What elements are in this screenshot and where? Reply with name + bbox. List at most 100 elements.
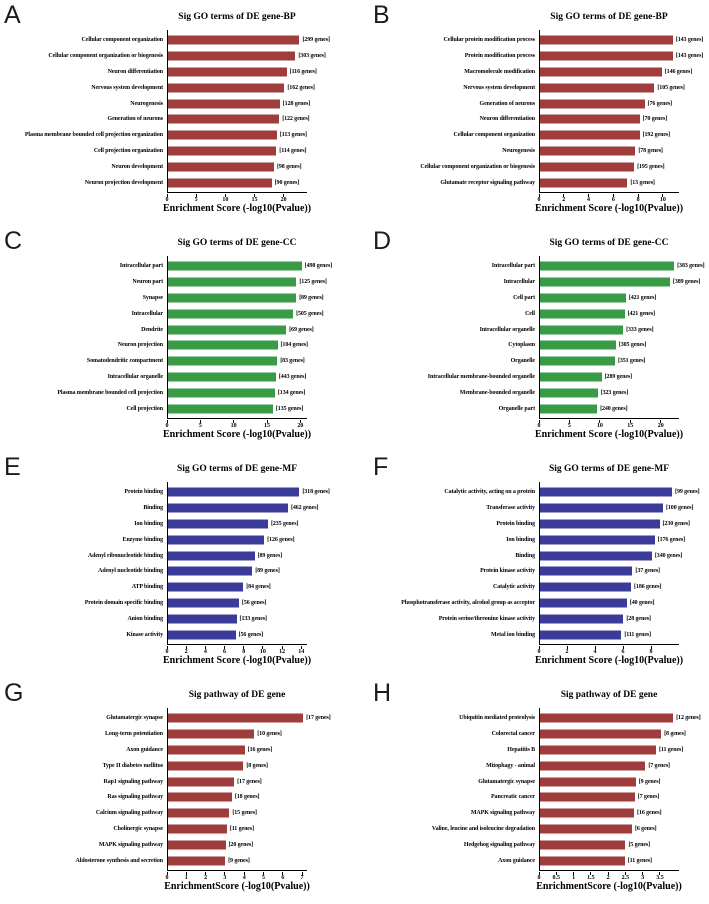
bar-row: MAPK signaling pathway [20 genes] [99, 837, 307, 853]
category-label: Nervous system development [463, 84, 535, 91]
category-label: Ion binding [134, 520, 163, 527]
category-label: Protein binding [124, 488, 163, 495]
tick-mark [205, 871, 207, 875]
bar-row: Cellular component organization [299 gene… [82, 32, 330, 48]
gene-count-label: [78 genes] [638, 148, 663, 155]
tick-mark [233, 419, 235, 423]
gene-count-label: [13 genes] [630, 180, 655, 187]
bar-row: Type II diabetes mellitus [8 genes] [102, 758, 307, 774]
bar [540, 808, 635, 818]
bar-row: Neuron development [98 genes] [111, 159, 307, 175]
category-label: Intracellular organelle [107, 374, 164, 381]
category-label: Macromolecule modification [464, 68, 535, 75]
bar-row: Protein kinase activity [37 genes] [480, 564, 679, 580]
bar-rows: Catalytic activity, acting on a protein [… [401, 484, 700, 643]
gene-count-label: [56 genes] [238, 632, 264, 639]
bar-rows: Cellular component organization [299 gene… [25, 32, 330, 191]
bar [540, 372, 602, 382]
gene-count-label: [230 genes] [662, 520, 691, 527]
chart-title: Sig GO terms of DE gene-BP [178, 12, 296, 22]
category-label: Protein domain specific binding [84, 600, 163, 607]
bar-row: Organelle [351 genes] [511, 353, 679, 369]
tick-label: 6 [611, 197, 615, 203]
tick-label: 0 [165, 197, 169, 203]
category-label: Intracellular part [119, 262, 163, 269]
bar-row: Glutamate receptor signaling pathway [13 … [440, 175, 679, 191]
category-label: Mitophagy - animal [486, 762, 535, 769]
gene-count-label: [7 genes] [648, 762, 670, 769]
gene-count-label: [240 genes] [600, 406, 628, 413]
bar [540, 598, 627, 608]
tick-mark [594, 645, 596, 649]
bar [540, 388, 598, 398]
gene-count-label: [462 genes] [290, 504, 319, 511]
bar-row: Ion binding [176 genes] [506, 532, 685, 548]
bar-row: Intracellular organelle [333 genes] [480, 322, 679, 338]
gene-count-label: [143 genes] [675, 52, 704, 59]
tick-label: 3 [223, 875, 227, 881]
tick-mark [204, 645, 206, 649]
bar [540, 792, 635, 802]
category-label: Protein kinase activity [480, 568, 535, 575]
panel-letter: G [4, 679, 24, 707]
tick-label: 20 [297, 423, 304, 429]
bar [168, 535, 265, 545]
bar-row: ATP binding [84 genes] [132, 579, 307, 595]
panel-letter: E [4, 453, 21, 481]
chart-title: Sig GO terms of DE gene-CC [549, 238, 669, 248]
bar [168, 99, 280, 109]
tick-label: 2 [565, 649, 569, 655]
bar [168, 404, 273, 414]
panel-f: F Sig GO terms of DE gene-MF Catalytic a… [355, 452, 709, 678]
tick-label: 1.5 [587, 875, 595, 881]
category-label: Protein binding [496, 520, 535, 527]
gene-count-label: [18 genes] [234, 794, 260, 801]
bar-row: Rap1 signaling pathway [17 genes] [104, 774, 307, 790]
bar [540, 840, 626, 850]
gene-count-label: [8 genes] [664, 730, 686, 737]
bar [168, 808, 230, 818]
bar-row: Protein serine/threonine kinase activity… [439, 611, 679, 627]
gene-count-label: [5 genes] [628, 842, 651, 849]
bar-row: Cellular component organization or bioge… [48, 48, 326, 64]
category-label: Cytoplasm [508, 342, 535, 349]
tick-mark [612, 193, 614, 197]
bar-row: Neuron projection development [90 genes] [85, 175, 307, 191]
tick-mark [555, 871, 557, 875]
bar-row: Binding [462 genes] [143, 500, 318, 516]
category-label: Generation of neurons [107, 116, 164, 123]
category-label: Neuron projection development [84, 180, 163, 187]
bar-row: Nervous system development [162 genes] [91, 80, 315, 96]
gene-count-label: [389 genes] [672, 278, 701, 285]
bar [540, 729, 662, 739]
bar-row: Intracellular part [498 genes] [120, 258, 332, 274]
tick-mark [243, 871, 245, 875]
gene-count-label: [134 genes] [277, 390, 306, 397]
bar [540, 503, 663, 513]
tick-mark [566, 645, 568, 649]
tick-label: 6 [621, 649, 625, 655]
bar [540, 261, 675, 271]
tick-mark [263, 871, 265, 875]
tick-label: 10 [222, 197, 229, 203]
category-label: Axon guidance [498, 858, 535, 865]
gene-count-label: [333 genes] [626, 326, 654, 333]
bar-row: Kinase activity [56 genes] [126, 627, 307, 643]
tick-label: 4 [587, 197, 591, 203]
bar [168, 309, 294, 319]
tick-mark [185, 645, 187, 649]
tick-mark [243, 645, 245, 649]
bar [540, 114, 640, 124]
bar-row: Ion binding [235 genes] [134, 516, 307, 532]
tick-mark [254, 193, 255, 197]
tick-mark [195, 193, 197, 197]
bar-row: Generation of neurons [76 genes] [480, 96, 679, 112]
bar [168, 388, 275, 398]
tick-mark [590, 871, 592, 875]
bar-row: Intracellular membrane-bounded organelle… [428, 369, 679, 385]
category-label: Kinase activity [126, 632, 163, 639]
tick-mark [185, 871, 187, 875]
bar [168, 856, 226, 866]
category-label: Catalytic activity, acting on a protein [444, 488, 535, 495]
tick-label: 10 [230, 423, 237, 429]
